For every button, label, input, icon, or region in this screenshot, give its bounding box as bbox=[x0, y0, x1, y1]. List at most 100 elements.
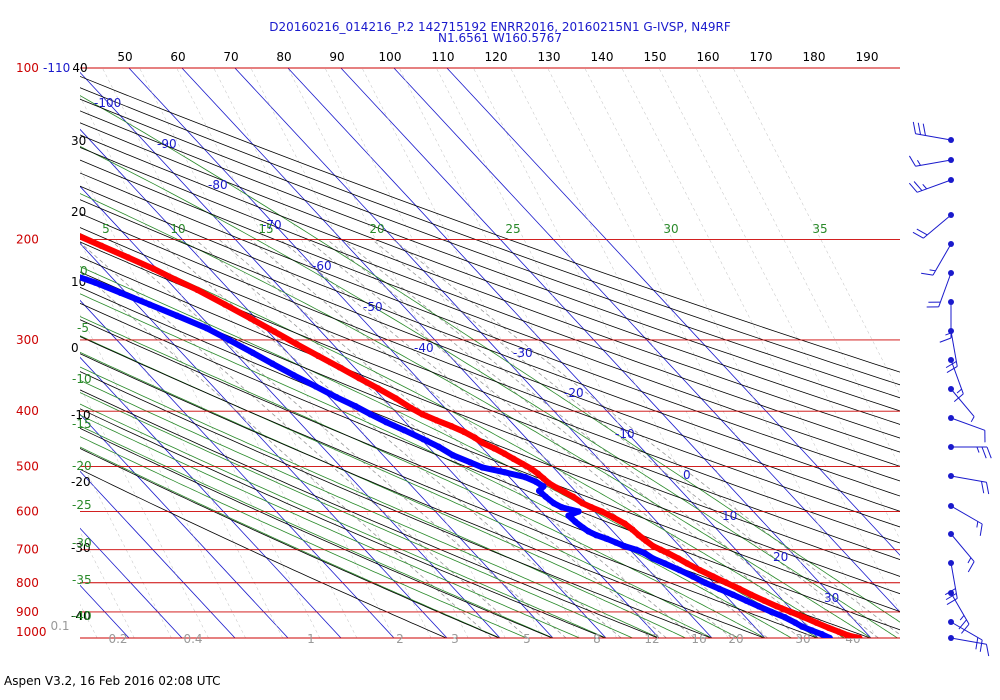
dewpoint-point bbox=[649, 555, 657, 562]
dry-adiabat-line bbox=[80, 408, 606, 638]
dewpoint-point bbox=[225, 336, 233, 344]
top-axis-label: 50 bbox=[117, 50, 132, 64]
dry-adiabat-line bbox=[80, 353, 765, 638]
dry-adiabat-line bbox=[80, 389, 659, 638]
dry-adiabat-line bbox=[80, 98, 900, 399]
dewpoint-point bbox=[742, 597, 750, 604]
moist-adiabat-line bbox=[80, 351, 713, 638]
moist-adiabat-line bbox=[80, 266, 819, 638]
wind-barb-staff bbox=[950, 621, 983, 641]
dewpoint-point bbox=[571, 518, 579, 525]
mixing-ratio-line bbox=[324, 68, 617, 638]
wind-barb-flag bbox=[956, 388, 962, 394]
dry-adiabat-line bbox=[80, 302, 900, 631]
moist-adiabat-line bbox=[80, 95, 900, 623]
dewpoint-point bbox=[435, 443, 443, 451]
temperature-point bbox=[545, 479, 553, 487]
left-axis-label: -20 bbox=[71, 475, 91, 489]
wind-barb-flag bbox=[976, 446, 980, 453]
mixing-ratio-line bbox=[326, 239, 825, 638]
temperature-point bbox=[683, 560, 691, 567]
dewpoint-point bbox=[382, 418, 390, 426]
dry-adiabat-line bbox=[80, 371, 712, 638]
moist-adiabat-label: 0 bbox=[80, 264, 88, 278]
wind-barb-flag bbox=[981, 446, 987, 459]
temperature-point bbox=[491, 445, 498, 452]
moist-adiabat-label: 20 bbox=[369, 222, 384, 236]
temperature-point bbox=[408, 404, 415, 412]
wind-barb-flag bbox=[979, 639, 983, 652]
top-axis-label: 120 bbox=[485, 50, 508, 64]
mixing-ratio-label: 5 bbox=[523, 632, 531, 646]
dewpoint-point bbox=[621, 542, 628, 550]
temperature-point bbox=[315, 352, 322, 360]
dewpoint-point bbox=[792, 619, 799, 626]
dewpoint-point bbox=[501, 469, 509, 476]
temperature-point bbox=[723, 579, 730, 586]
temperature-point bbox=[519, 460, 526, 468]
dewpoint-point bbox=[585, 528, 592, 535]
pressure-label: 300 bbox=[16, 333, 39, 347]
temperature-point bbox=[419, 411, 426, 418]
temperature-point bbox=[479, 439, 487, 447]
top-axis-label: 180 bbox=[803, 50, 826, 64]
top-axis-label: 90 bbox=[329, 50, 344, 64]
wind-barb-station bbox=[948, 299, 954, 305]
mixing-ratio-line bbox=[280, 239, 768, 638]
isotherm-line bbox=[287, 68, 819, 638]
mixing-ratio-line bbox=[584, 68, 877, 638]
dewpoint-point bbox=[575, 508, 582, 515]
temperature-point bbox=[825, 624, 832, 632]
isotherm-label: -90 bbox=[157, 137, 177, 151]
left-axis-label: -10 bbox=[71, 408, 91, 422]
moist-adiabat-line bbox=[80, 403, 607, 638]
top-axis-label: 110 bbox=[432, 50, 455, 64]
wind-barb-flag bbox=[917, 159, 921, 166]
wind-barb-flag bbox=[912, 231, 924, 239]
isotherm-line bbox=[340, 68, 872, 638]
dry-adiabat-line bbox=[80, 448, 500, 638]
wind-barb-flag bbox=[945, 361, 957, 369]
temperature-point bbox=[501, 450, 508, 457]
temperature-point bbox=[664, 550, 672, 557]
dewpoint-point bbox=[449, 452, 457, 459]
temperature-point bbox=[800, 614, 808, 621]
wind-barb-flag bbox=[946, 366, 958, 374]
temperature-point bbox=[433, 417, 440, 424]
dry-adiabat-line bbox=[80, 213, 900, 528]
temperature-point bbox=[471, 434, 478, 441]
dry-adiabat-line bbox=[80, 286, 900, 612]
mixing-ratio-line bbox=[250, 239, 732, 638]
mixing-ratio-label: 0.2 bbox=[108, 632, 127, 646]
isotherm-label: -80 bbox=[208, 178, 228, 192]
mixing-ratio-label: 8 bbox=[593, 632, 601, 646]
wind-barb-flag bbox=[929, 269, 936, 272]
temperature-point bbox=[124, 254, 132, 261]
wind-barb-flag bbox=[944, 588, 956, 596]
isotherm-line bbox=[393, 68, 900, 613]
mixing-ratio-label: 0.4 bbox=[183, 632, 202, 646]
isotherm-lines bbox=[80, 68, 900, 638]
dewpoint-point bbox=[689, 573, 697, 580]
temperature-point bbox=[70, 230, 76, 236]
temperature-point bbox=[642, 537, 650, 544]
wind-barb-staff bbox=[950, 562, 958, 599]
dewpoint-point bbox=[826, 634, 833, 638]
dewpoint-point bbox=[522, 473, 529, 481]
isotherm-label: -50 bbox=[363, 300, 383, 314]
mixing-ratio-line bbox=[510, 68, 803, 638]
moist-adiabat-label: -30 bbox=[72, 536, 92, 550]
wind-barb-flag bbox=[975, 637, 979, 650]
moist-adiabat-line bbox=[80, 446, 501, 638]
wind-barb-flag bbox=[953, 393, 964, 403]
isotherm-label: 30 bbox=[824, 591, 839, 605]
mixing-ratio-line bbox=[621, 68, 900, 613]
pressure-label: 1000 bbox=[16, 625, 47, 639]
wind-barb-staff bbox=[915, 133, 952, 141]
dewpoint-point bbox=[35, 260, 41, 266]
dry-adiabat-line bbox=[80, 227, 900, 544]
dry-adiabat-line bbox=[80, 87, 900, 386]
isotherm-line bbox=[80, 413, 289, 638]
temperature-point bbox=[561, 489, 568, 496]
wind-barb-station bbox=[948, 212, 954, 218]
